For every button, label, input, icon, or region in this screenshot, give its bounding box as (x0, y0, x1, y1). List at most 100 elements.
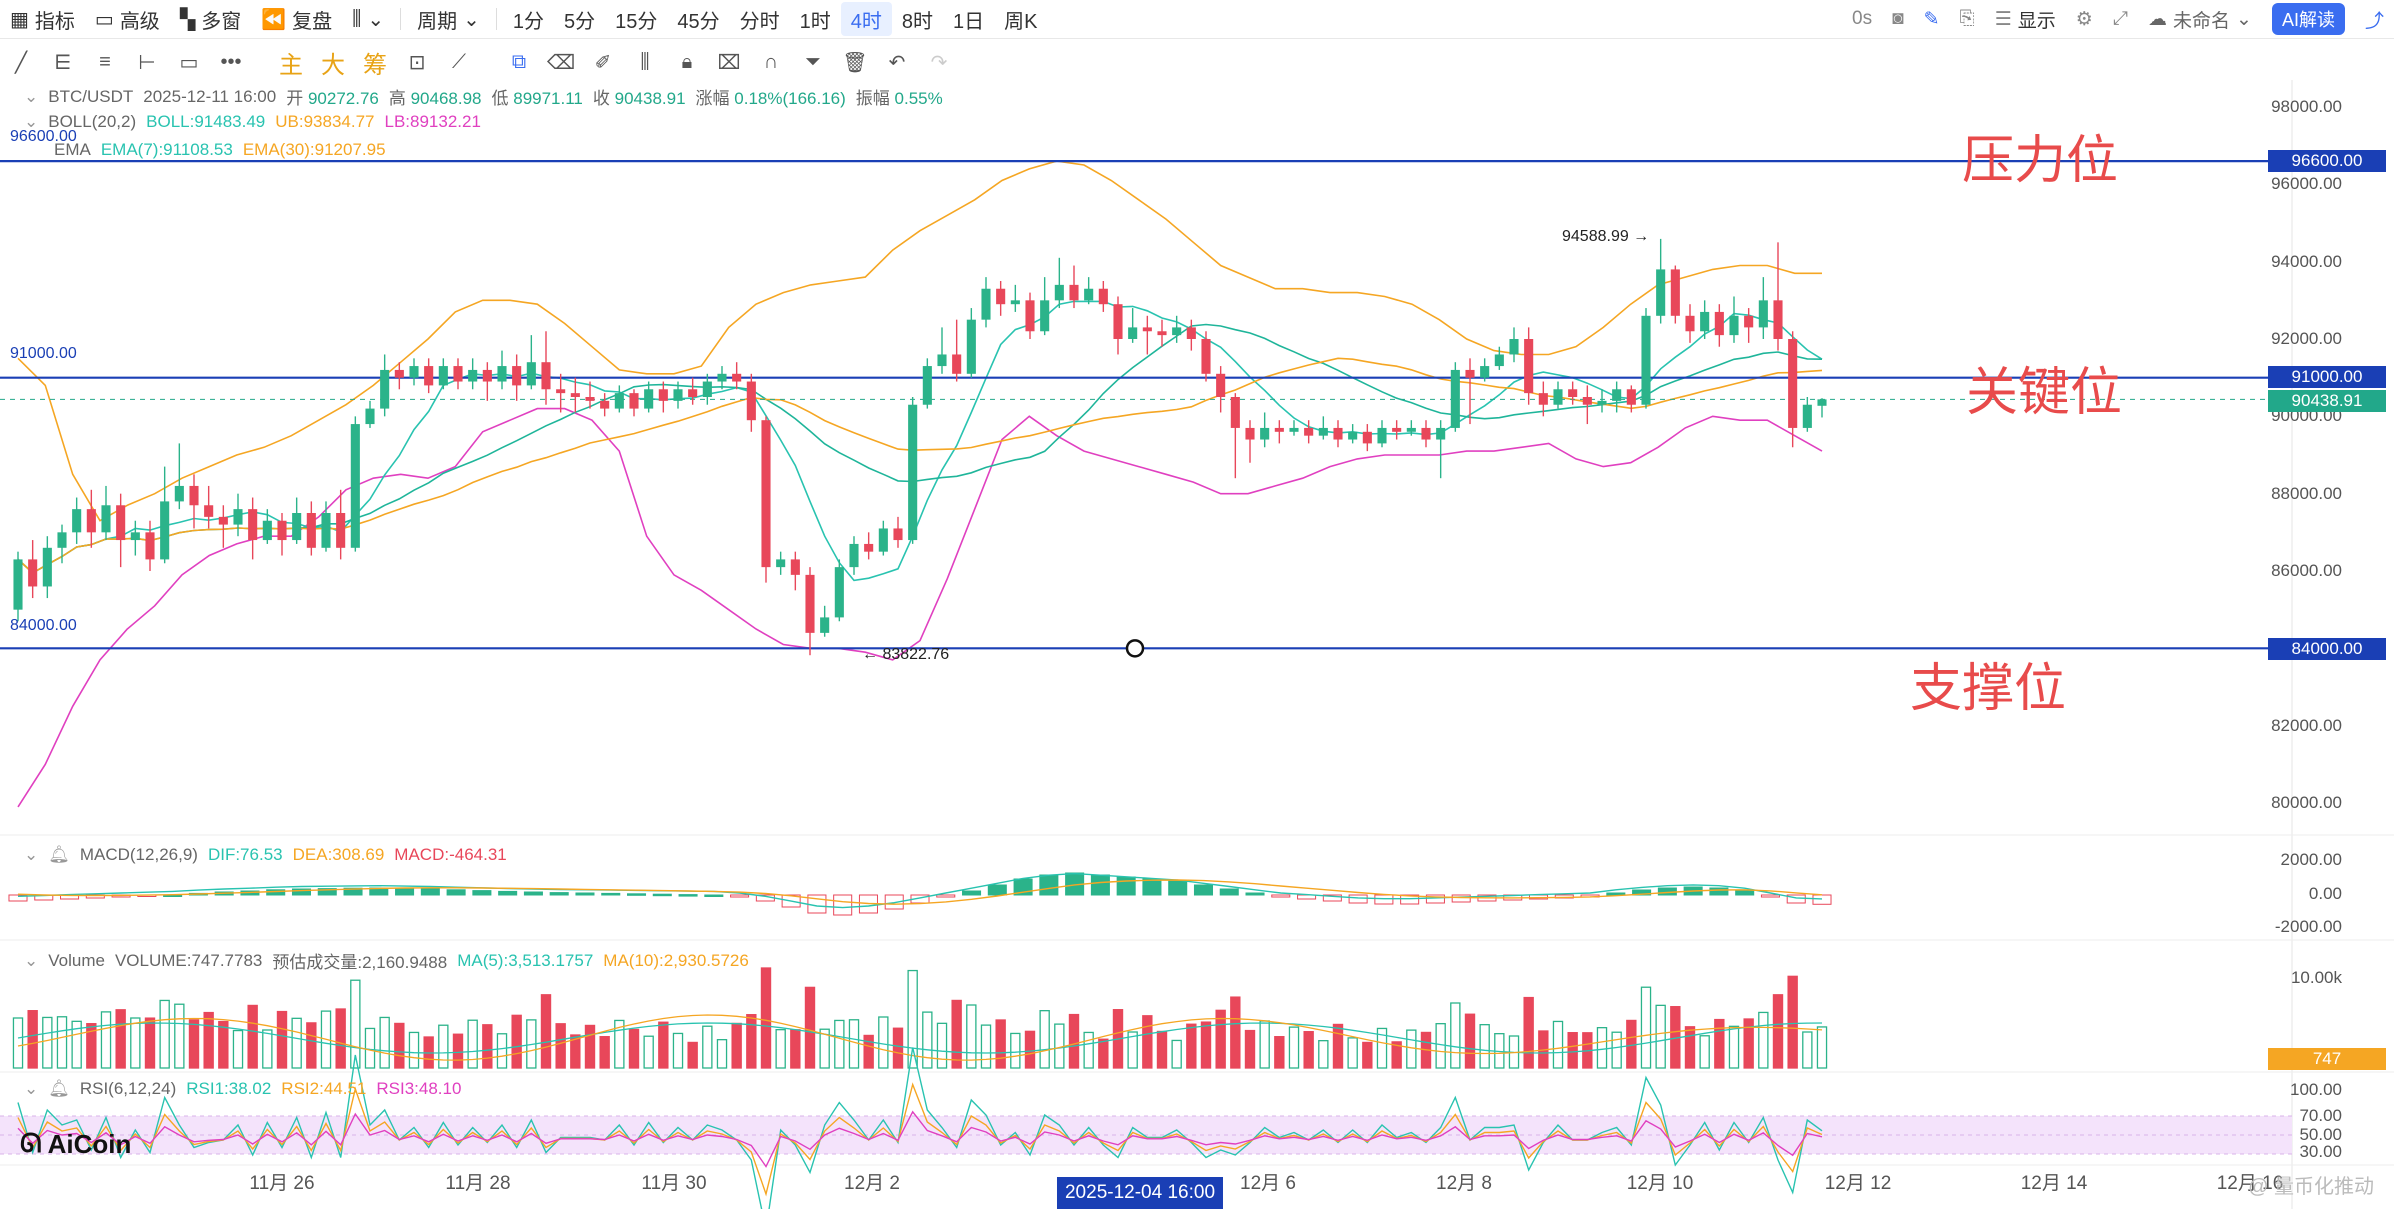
candle-body (1377, 427, 1387, 444)
volume-bar (1816, 1026, 1828, 1069)
macd-histogram-bar (1812, 894, 1832, 905)
candle-body (937, 354, 947, 367)
multiwindow-button[interactable]: ▚ 多窗 (179, 8, 242, 33)
chips-button[interactable]: 筹 (363, 51, 387, 79)
volume-bar (1127, 1031, 1138, 1069)
volume-bar (1156, 1030, 1168, 1069)
rsi-legend: ⌄ 🔔︎ RSI(6,12,24) RSI1:38.02 RSI2:44.51 … (24, 1079, 462, 1098)
volume-bar (482, 1024, 493, 1069)
interval-tab-8[interactable]: 1日 (952, 10, 985, 33)
candle-body (1802, 404, 1812, 428)
volume-bar (438, 1024, 449, 1069)
measure-icon[interactable]: ⊡ (408, 51, 426, 74)
candle-body (1348, 431, 1358, 440)
advanced-button[interactable]: ▭ 高级 (94, 8, 160, 33)
interval-tab-1[interactable]: 5分 (563, 10, 596, 33)
interval-tab-9[interactable]: 周K (1004, 10, 1038, 33)
macd-histogram-bar (1632, 889, 1652, 896)
trendline-icon[interactable]: ╱ (14, 51, 28, 74)
restore-icon[interactable]: ⎘ (1959, 8, 1975, 29)
drawing-toolbar: ╱ ⋿ ≡ ⊢ ▭ ••• 主 大 筹 ⊡ ⟋ ⧉ ⌫ ✐ ⫼ 🔒︎ ⌧ ∩ ⏷… (0, 44, 960, 80)
camera-icon[interactable]: ◙ (1892, 8, 1904, 29)
candle-body (1318, 427, 1328, 436)
period-dropdown[interactable]: 周期 ⌄ (417, 8, 480, 33)
gear-icon[interactable]: ⚙ (2075, 8, 2093, 30)
volume-bar (790, 1029, 801, 1069)
parallel-icon[interactable]: ⋿ (54, 51, 72, 74)
horizontal-line-icon[interactable]: ⊢ (138, 51, 156, 74)
candle-body (1069, 284, 1079, 301)
magnet-icon[interactable]: ∩ (763, 50, 779, 73)
volume-bar (1318, 1040, 1329, 1069)
macd-dea-line (17, 879, 1823, 905)
volume-bar (71, 1020, 82, 1069)
collapse-icon[interactable]: ⌄ (24, 845, 39, 864)
collapse-icon[interactable]: ⌄ (24, 86, 39, 106)
volume-bar (1391, 1041, 1402, 1069)
lines-icon[interactable]: ≡ (99, 50, 111, 73)
candle-body (834, 567, 844, 618)
collapse-icon[interactable]: ⌄ (24, 112, 39, 131)
candle-body (556, 389, 566, 394)
collapse-icon[interactable]: ⌄ (24, 950, 39, 970)
main-force-button[interactable]: 主 (279, 51, 303, 79)
candle-body (1465, 369, 1475, 378)
bell-icon[interactable]: 🔔︎ (48, 1079, 70, 1098)
more-icon[interactable]: ••• (220, 50, 242, 73)
crosshair-time-tag: 2025-12-04 16:00 (1056, 1177, 1224, 1209)
pen-icon[interactable]: ✎ (1923, 8, 1940, 30)
fullscreen-icon[interactable]: ⤢ (2112, 8, 2129, 29)
macd-axis-bottom: -2000.00 (2274, 917, 2342, 936)
candle-body (1670, 269, 1680, 316)
volume-bar (995, 1019, 1006, 1069)
interval-tab-7[interactable]: 8时 (901, 10, 933, 33)
volume-bar (878, 1016, 889, 1069)
interval-tab-3[interactable]: 45分 (677, 10, 720, 33)
volume-bar (1200, 1021, 1212, 1069)
volume-bar (1684, 1026, 1696, 1069)
bars-icon[interactable]: ⫼ (640, 50, 650, 73)
chart-type-button[interactable]: ⫼ ⌄ (342, 0, 394, 38)
ruler-icon[interactable]: ⟋ (452, 50, 466, 73)
indicator-button[interactable]: ▦ 指标 (10, 8, 75, 33)
candle-body (101, 505, 111, 533)
volume-bar (1010, 1032, 1021, 1069)
key-level-annotation: 关键位 (1966, 363, 2123, 423)
interval-tab-4[interactable]: 分时 (739, 10, 780, 33)
display-button[interactable]: ☰ 显示 (1994, 8, 2056, 32)
interval-tab-6[interactable]: 4时 (840, 2, 892, 36)
layout-dropdown[interactable]: ☁ 未命名 ⌄ (2148, 8, 2252, 32)
big-order-button[interactable]: 大 (321, 51, 345, 79)
interval-tab-5[interactable]: 1时 (799, 10, 831, 33)
rectangle-icon[interactable]: ▭ (179, 51, 199, 74)
trash-icon[interactable]: 🗑︎ (842, 51, 868, 74)
filter-icon[interactable]: ⏷ (805, 50, 821, 73)
collapse-icon[interactable]: ⌄ (24, 1079, 39, 1098)
volume-bar (379, 1016, 390, 1069)
redo-icon[interactable]: ↷ (930, 51, 948, 74)
candle-body (526, 362, 536, 386)
interval-tabs: 1分 5分 15分 45分 分时 1时 4时 8时 1日 周K (503, 0, 1048, 38)
hide-icon[interactable]: ⌧ (717, 51, 741, 74)
rewind-icon: ⏪ (261, 8, 287, 31)
undo-icon[interactable]: ↶ (888, 51, 906, 74)
eraser-icon[interactable]: ⌫ (546, 51, 576, 74)
ema-legend: EMA EMA(7):91108.53 EMA(30):91207.95 (54, 140, 386, 159)
price-axis-label: 88000.00 (2271, 483, 2342, 503)
volume-bar (1303, 1031, 1314, 1069)
interval-tab-2[interactable]: 15分 (615, 10, 658, 33)
copy-icon[interactable]: ⧉ (511, 50, 527, 73)
share-icon[interactable]: ⤴ (2364, 10, 2384, 32)
volume-bar (672, 1032, 684, 1069)
candle-body (512, 366, 522, 386)
replay-button[interactable]: ⏪ 复盘 (261, 8, 333, 33)
macd-histogram-bar (8, 894, 28, 902)
price-chart[interactable] (0, 80, 2394, 1209)
ai-interpret-button[interactable]: AI解读 (2271, 3, 2345, 35)
brush-icon[interactable]: ✐ (594, 51, 612, 74)
volume-bar (511, 1014, 522, 1069)
interval-tab-0[interactable]: 1分 (512, 10, 544, 33)
lock-icon[interactable]: 🔒︎ (681, 50, 693, 73)
volume-bar (1054, 1023, 1065, 1069)
bell-icon[interactable]: 🔔︎ (48, 845, 70, 864)
